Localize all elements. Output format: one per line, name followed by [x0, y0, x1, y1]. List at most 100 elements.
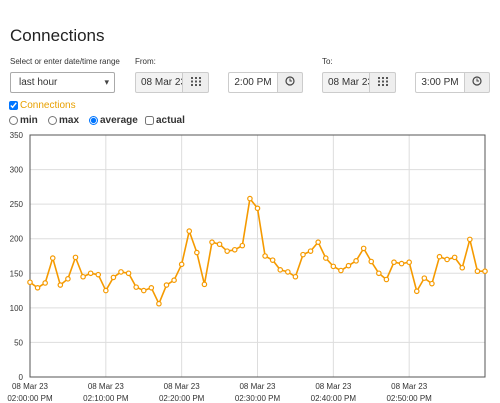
data-point: [262, 253, 268, 259]
x-tick-time: 02:00:00 PM: [7, 394, 53, 403]
chevron-down-icon: ▾: [104, 77, 109, 87]
data-point: [194, 249, 200, 256]
range-select[interactable]: last hour ▾: [10, 72, 115, 93]
x-tick-date: 08 Mar 23: [12, 382, 49, 391]
data-point: [474, 268, 481, 275]
data-point: [72, 254, 79, 261]
data-point: [254, 205, 261, 212]
data-point: [95, 271, 102, 278]
max-label: max: [59, 115, 80, 126]
data-point: [376, 270, 382, 277]
data-point: [209, 239, 215, 245]
to-label: To:: [322, 57, 333, 66]
data-point: [42, 280, 48, 286]
average-label: average: [100, 115, 138, 126]
data-point: [368, 258, 375, 265]
data-point: [239, 242, 246, 249]
data-point: [118, 269, 124, 275]
calendar-icon: [190, 76, 201, 89]
data-point: [459, 264, 466, 271]
data-point: [413, 288, 420, 295]
y-tick-label: 200: [10, 235, 24, 244]
data-point: [429, 280, 435, 287]
to-clock-button[interactable]: [465, 72, 490, 93]
data-point: [27, 279, 33, 286]
max-radio[interactable]: [48, 116, 57, 125]
data-point: [171, 277, 177, 284]
data-point: [269, 257, 276, 263]
data-point: [148, 285, 155, 291]
option-actual[interactable]: actual: [145, 115, 185, 126]
to-calendar-button[interactable]: [370, 72, 396, 93]
data-point: [467, 236, 473, 243]
from-clock-button[interactable]: [278, 72, 303, 93]
x-tick-time: 02:10:00 PM: [83, 394, 129, 403]
chart-grid: [29, 134, 485, 378]
data-point: [482, 268, 488, 275]
series-toggle[interactable]: Connections: [9, 100, 76, 111]
data-point: [421, 275, 428, 281]
data-point: [163, 282, 170, 288]
calendar-icon: [377, 76, 388, 89]
data-point: [300, 251, 306, 258]
data-point: [307, 248, 314, 254]
data-point: [125, 270, 132, 277]
x-tick-date: 08 Mar 23: [88, 382, 125, 391]
from-time-input[interactable]: 2:00 PM: [228, 72, 278, 93]
y-tick-label: 250: [10, 200, 24, 209]
option-max[interactable]: max: [48, 115, 79, 126]
data-point: [383, 276, 390, 283]
data-point: [224, 248, 230, 254]
data-point: [216, 241, 223, 248]
page-title: Connections: [10, 26, 105, 45]
y-tick-label: 100: [10, 304, 24, 313]
option-average[interactable]: average: [89, 115, 138, 126]
data-point: [186, 228, 193, 234]
min-radio[interactable]: [9, 116, 18, 125]
option-min[interactable]: min: [9, 115, 38, 126]
data-point: [80, 273, 86, 280]
x-tick-date: 08 Mar 23: [315, 382, 352, 391]
y-tick-label: 150: [10, 269, 24, 278]
data-point: [398, 260, 405, 267]
connections-chart: 0 50 100 150 200 250 300 350 08 Mar 23 02:00:00 …: [7, 131, 488, 403]
data-point: [322, 255, 329, 261]
data-point: [156, 300, 162, 307]
data-point: [406, 259, 412, 266]
from-label: From:: [135, 57, 156, 66]
x-tick-time: 02:40:00 PM: [311, 394, 357, 403]
range-select-value: last hour: [19, 77, 58, 88]
x-tick-time: 02:30:00 PM: [235, 394, 281, 403]
x-axis: 08 Mar 23 02:00:00 PM 08 Mar 23 02:10:00 PM…: [7, 382, 432, 403]
y-tick-label: 350: [10, 131, 24, 140]
data-point: [444, 256, 450, 263]
data-point: [292, 273, 299, 280]
average-radio[interactable]: [89, 116, 98, 125]
from-calendar-button[interactable]: [183, 72, 209, 93]
data-point: [345, 262, 352, 269]
x-tick-date: 08 Mar 23: [239, 382, 276, 391]
y-axis: 0 50 100 150 200 250 300 350: [10, 131, 24, 382]
data-point: [330, 263, 337, 270]
data-point: [201, 281, 208, 288]
data-point: [110, 274, 117, 281]
data-point: [133, 284, 139, 290]
y-tick-label: 0: [19, 373, 24, 382]
clock-icon: [472, 76, 482, 89]
connections-checkbox[interactable]: [9, 101, 18, 110]
actual-checkbox[interactable]: [145, 116, 154, 125]
data-point: [451, 254, 458, 261]
x-tick-time: 02:20:00 PM: [159, 394, 205, 403]
data-point: [34, 285, 41, 291]
data-point: [360, 245, 367, 252]
range-label: Select or enter date/time range: [10, 57, 120, 66]
data-point: [277, 267, 284, 273]
data-point: [49, 255, 56, 261]
to-time-input[interactable]: 3:00 PM: [415, 72, 465, 93]
y-tick-label: 50: [14, 338, 23, 347]
x-tick-date: 08 Mar 23: [391, 382, 428, 391]
data-point: [178, 261, 185, 268]
from-date-input[interactable]: 08 Mar 23: [135, 72, 183, 93]
data-point: [140, 287, 147, 294]
to-date-input[interactable]: 08 Mar 23: [322, 72, 370, 93]
